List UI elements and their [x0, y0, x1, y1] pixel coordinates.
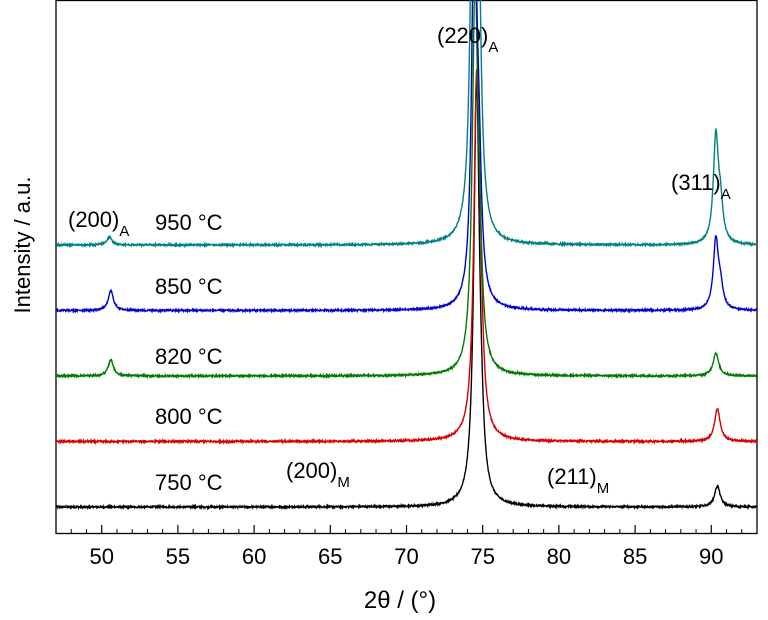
series-label-850: 850 °C	[155, 274, 223, 299]
plot-frame	[55, 0, 758, 535]
annotation-200a: (200)A	[68, 207, 129, 240]
series-group	[55, 0, 758, 511]
series-label-820: 820 °C	[155, 344, 223, 369]
x-tick-label: 55	[166, 544, 190, 569]
series-label-950: 950 °C	[155, 210, 223, 235]
series-label-800: 800 °C	[155, 404, 223, 429]
x-tick-label: 50	[89, 544, 113, 569]
series-label-750: 750 °C	[155, 470, 223, 495]
series-line-750	[55, 77, 758, 511]
annotation-211m: (211)M	[547, 464, 609, 497]
x-tick-label: 80	[547, 544, 571, 569]
series-line-950	[55, 0, 758, 249]
annotation-220a: (220)A	[437, 23, 498, 56]
series-line-850	[55, 0, 758, 314]
y-axis-label: Intensity / a.u.	[10, 177, 35, 314]
x-tick-label: 85	[623, 544, 647, 569]
annotation-200m: (200)M	[286, 458, 350, 491]
series-line-800	[55, 69, 758, 446]
x-tick-label: 70	[394, 544, 418, 569]
x-tick-label: 65	[318, 544, 342, 569]
x-tick-label: 75	[470, 544, 494, 569]
x-axis-ticks: 50 55 60 65 70 75 80 85 90	[55, 525, 758, 569]
series-line-820	[55, 0, 758, 380]
x-tick-label: 60	[242, 544, 266, 569]
x-tick-label: 90	[699, 544, 723, 569]
x-axis-label: 2θ / (°)	[364, 587, 436, 614]
annotation-311a: (311)A	[671, 170, 731, 203]
